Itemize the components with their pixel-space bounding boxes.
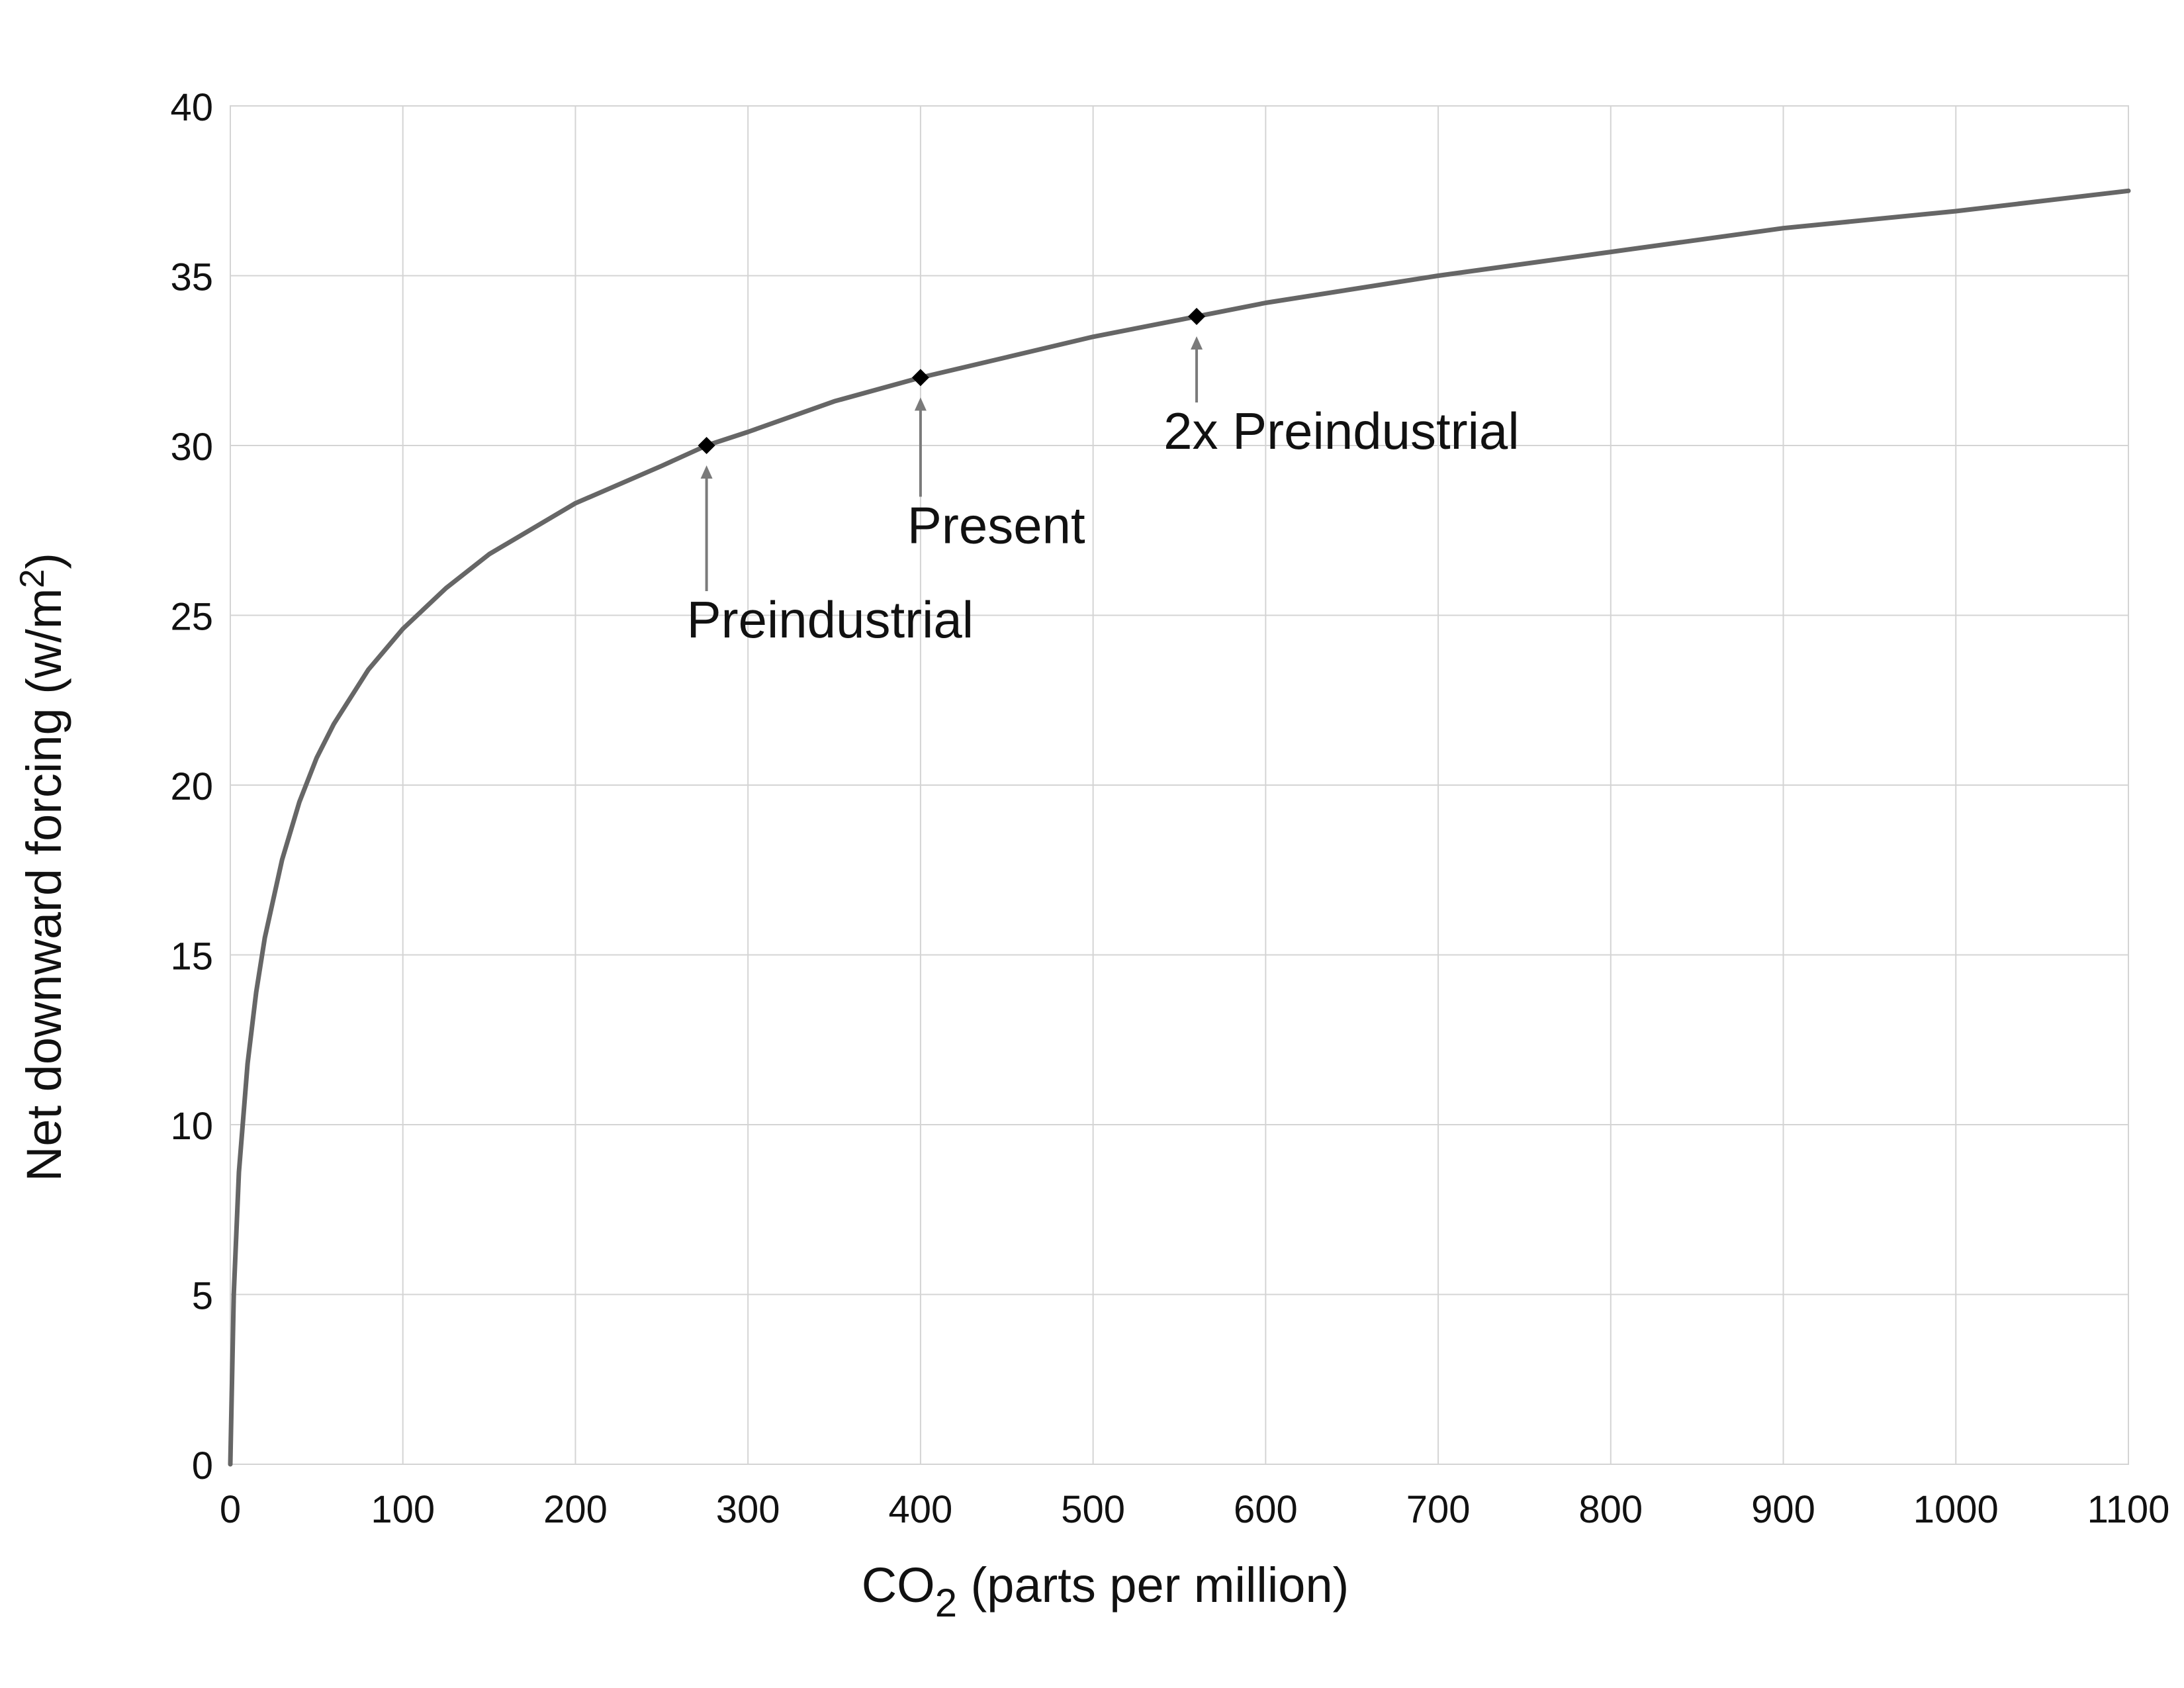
y-axis-title-rest: ) (17, 553, 71, 569)
annotation-label: Preindustrial (687, 590, 974, 649)
x-tick-label: 900 (1751, 1488, 1815, 1531)
annotation-arrowhead (1191, 336, 1203, 350)
annotation-arrowhead (700, 465, 713, 479)
grid (230, 105, 2129, 1465)
annotations: Preindustrial Present 2x Preindustrial (687, 308, 1520, 649)
x-tick-label: 1100 (2087, 1488, 2170, 1531)
y-axis-title-superscript: 2 (13, 569, 52, 588)
data-point-marker (911, 369, 929, 387)
x-tick-label: 500 (1061, 1488, 1125, 1531)
x-tick-label: 700 (1406, 1488, 1471, 1531)
annotation-label: 2x Preindustrial (1163, 402, 1520, 460)
x-axis-title-rest: (parts per million) (957, 1558, 1349, 1613)
x-tick-label: 100 (371, 1488, 435, 1531)
x-axis-title: CO2 (parts per million) (862, 1558, 1349, 1625)
tick-labels: 0 100 200 300 400 500 600 700 800 900 1000 1100 0 5 10… (170, 86, 2169, 1531)
x-tick-label: 1000 (1913, 1488, 1999, 1531)
series-line (228, 188, 2131, 1467)
x-tick-label: 300 (716, 1488, 780, 1531)
data-point-marker (1188, 308, 1206, 326)
plot-frame (230, 105, 2129, 1465)
x-tick-label: 200 (543, 1488, 608, 1531)
y-tick-label: 10 (170, 1105, 213, 1148)
x-tick-label: 0 (220, 1488, 241, 1531)
x-tick-label: 800 (1578, 1488, 1643, 1531)
series-layer (228, 188, 2131, 1467)
y-tick-label: 30 (170, 426, 213, 469)
annotation-arrowhead (914, 397, 927, 411)
y-tick-label: 0 (192, 1444, 213, 1487)
y-tick-label: 40 (170, 86, 213, 129)
y-tick-label: 25 (170, 596, 213, 639)
x-tick-label: 600 (1234, 1488, 1298, 1531)
y-tick-label: 20 (170, 765, 213, 808)
x-tick-label: 400 (889, 1488, 953, 1531)
y-axis-title: Net downward forcing (w/m2) (13, 553, 71, 1182)
y-tick-label: 15 (170, 935, 213, 978)
x-axis-title-subscript: 2 (935, 1581, 957, 1625)
data-point-marker (698, 437, 715, 454)
y-tick-label: 5 (192, 1275, 213, 1318)
y-tick-label: 35 (170, 256, 213, 299)
annotation-label: Present (907, 496, 1085, 554)
